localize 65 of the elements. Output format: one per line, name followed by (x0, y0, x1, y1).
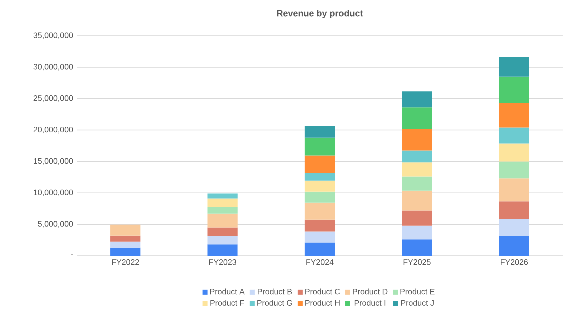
bar (110, 242, 141, 248)
y-tick-label: 10,000,000 (34, 190, 74, 196)
legend-label: Product E (400, 288, 435, 295)
bar (499, 220, 530, 237)
y-tick-label: 5,000,000 (38, 221, 74, 228)
y-tick-label: 20,000,000 (34, 126, 74, 134)
bar (208, 244, 238, 256)
legend-label: Product G (258, 300, 292, 306)
x-tick-label: FY2024 (306, 260, 334, 266)
bar (499, 144, 530, 162)
bar (499, 57, 530, 77)
bar (499, 128, 530, 144)
bar (208, 236, 238, 245)
bar (499, 178, 530, 202)
x-tick-label: FY2025 (404, 260, 431, 266)
legend-label: Product D (353, 288, 388, 295)
bar (208, 214, 238, 228)
bar (304, 242, 336, 256)
bar (208, 206, 238, 214)
bar (402, 92, 432, 108)
bar (402, 226, 432, 240)
bar (304, 232, 336, 243)
x-tick-label: FY2022 (112, 260, 140, 266)
bar (304, 173, 336, 181)
bar (208, 194, 238, 199)
y-tick-label: - (71, 254, 74, 256)
legend-label: Product C (306, 288, 340, 295)
y-tick-label: 15,000,000 (34, 158, 74, 166)
bar (304, 156, 336, 174)
bar (110, 248, 141, 256)
bar (402, 240, 432, 256)
x-tick-label: FY2023 (209, 260, 236, 266)
bar (499, 102, 530, 128)
bar (402, 129, 432, 151)
bar (402, 108, 432, 130)
legend-label: Product H (306, 300, 340, 306)
bar (304, 180, 336, 192)
x-tick-label: FY2026 (501, 260, 528, 266)
bar (402, 162, 432, 177)
bar (110, 236, 141, 242)
bar (402, 190, 432, 211)
bar (499, 202, 530, 220)
legend-label: Product A (210, 288, 245, 295)
legend-label: Product F (210, 300, 244, 306)
bar (208, 228, 238, 237)
legend-label: Product B (258, 288, 292, 295)
bar (304, 138, 336, 156)
legend-label: Product I (354, 300, 386, 306)
y-tick-label: 30,000,000 (34, 64, 74, 71)
chart-title: Revenue by product (277, 10, 364, 18)
bar (499, 236, 530, 256)
y-tick-label: 35,000,000 (34, 32, 74, 40)
bar (304, 220, 336, 232)
bar (110, 224, 141, 236)
bar (402, 176, 432, 191)
y-tick-label: 25,000,000 (34, 96, 74, 102)
bar (499, 76, 530, 103)
bar (499, 162, 530, 179)
bar (304, 192, 336, 203)
legend-label: Product J (401, 300, 434, 306)
bar (304, 202, 336, 220)
bar (304, 126, 336, 138)
bar (402, 150, 432, 163)
bar (402, 210, 432, 226)
bar (208, 198, 238, 207)
